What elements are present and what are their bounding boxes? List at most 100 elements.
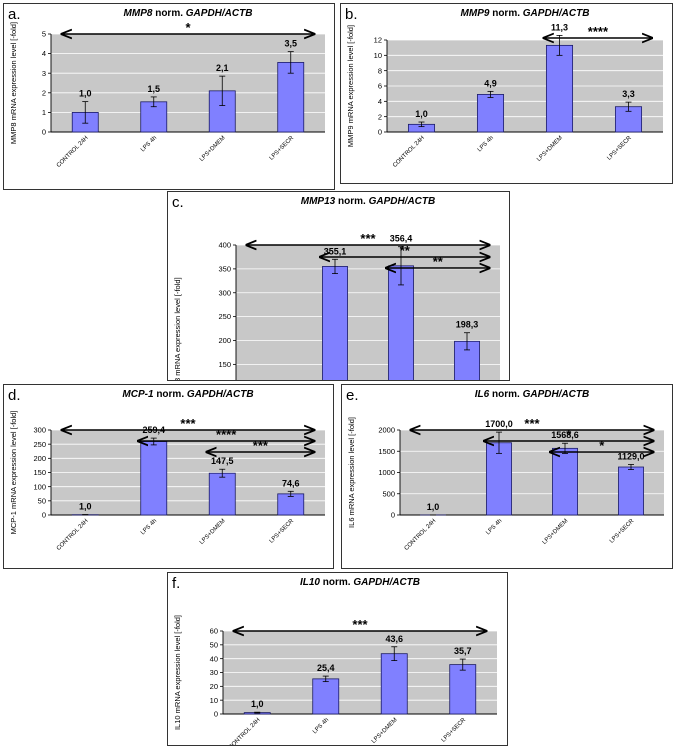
x-tick-label: LPS+DMEM (199, 135, 227, 163)
significance-label: **** (216, 427, 237, 442)
y-tick-label: 300 (33, 426, 46, 435)
chart-svg: b. MMP9 norm. GAPDH/ACTB 0 2 4 6 8 10 12 MMP9 mRN… (345, 6, 663, 169)
significance-label: ** (400, 243, 411, 258)
bar (277, 493, 305, 516)
data-label: 355,1 (324, 246, 347, 256)
significance-label: *** (253, 438, 269, 453)
significance-label: *** (352, 617, 368, 632)
chart-title: MCP-1 norm. GAPDH/ACTB (122, 389, 253, 400)
panel-label: a. (8, 6, 21, 23)
bar (140, 101, 168, 133)
x-tick-label: LPS+SECR (606, 135, 633, 162)
x-tick-label: LPS+SECR (609, 518, 636, 545)
x-tick-label: CONTROL 24H (56, 518, 90, 552)
x-tick-label: LPS+SECR (269, 135, 296, 162)
x-tick-label: LPS+DMEM (371, 717, 399, 745)
bar (208, 472, 236, 516)
panel-label: d. (8, 387, 21, 404)
bar (449, 664, 477, 715)
significance-label: *** (180, 416, 196, 431)
bar (486, 442, 512, 516)
bar (545, 44, 574, 133)
y-tick-label: 200 (218, 336, 231, 345)
y-tick-label: 5 (42, 30, 46, 39)
chart-svg: a. MMP8 norm. GAPDH/ACTB 0 1 2 3 4 5 MMP8 mRNA e… (8, 6, 325, 169)
y-tick-label: 2 (42, 88, 46, 97)
panel-label: e. (346, 387, 359, 404)
significance-label: ** (433, 254, 444, 269)
y-tick-label: 4 (42, 49, 46, 58)
y-tick-label: 0 (42, 511, 46, 520)
bar (618, 466, 644, 516)
y-axis-label: MMP8 mRNA expression level [-fold] (9, 22, 18, 144)
chart-svg: d. MCP-1 norm. GAPDH/ACTB 0 50 100 150 200 250 3… (8, 387, 325, 552)
x-tick-label: LPS+DMEM (542, 518, 570, 546)
data-label: 11,3 (551, 22, 568, 32)
panel-label: f. (172, 575, 180, 592)
data-label: 35,7 (454, 646, 472, 656)
data-label: 3,5 (284, 39, 297, 49)
y-tick-label: 2 (378, 112, 382, 121)
y-tick-label: 250 (218, 312, 231, 321)
bar (140, 441, 168, 516)
y-tick-label: 200 (33, 454, 46, 463)
data-label: 2,1 (216, 63, 229, 73)
data-label: 43,6 (385, 634, 403, 644)
y-tick-label: 12 (374, 36, 382, 45)
y-tick-label: 6 (378, 82, 382, 91)
x-tick-label: LPS 4h (485, 518, 503, 536)
y-tick-label: 1000 (378, 468, 395, 477)
x-tick-label: CONTROL 24H (228, 717, 262, 745)
x-tick-label: CONTROL 24H (56, 135, 90, 169)
data-label: 4,9 (484, 78, 497, 88)
bar (322, 266, 348, 380)
x-tick-label: LPS+SECR (441, 717, 468, 744)
significance-label: *** (524, 416, 540, 431)
data-label: 147,5 (211, 456, 234, 466)
y-axis-label: IL6 mRNA expression level [-fold] (347, 417, 356, 528)
y-tick-label: 500 (382, 489, 395, 498)
bar (277, 62, 305, 133)
significance-label: * (185, 20, 191, 35)
data-label: 1,0 (427, 502, 440, 512)
bar (380, 653, 408, 715)
data-label: 1,5 (147, 84, 160, 94)
data-label: 1129,0 (617, 451, 644, 461)
significance-label: *** (360, 231, 376, 246)
panel-label: b. (345, 6, 358, 23)
y-tick-label: 100 (33, 482, 46, 491)
data-label: 198,3 (456, 320, 479, 330)
significance-label: * (599, 438, 605, 453)
chart-svg: e. IL6 norm. GAPDH/ACTB 0 500 1000 1500 2000 IL… (346, 387, 664, 552)
chart-panel-f: f. IL10 norm. GAPDH/ACTB 0 10 20 30 40 50 60 IL10… (167, 572, 508, 746)
y-axis-label: MMP9 mRNA expression level [-fold] (346, 25, 355, 147)
y-tick-label: 2000 (378, 426, 395, 435)
y-tick-label: 250 (33, 440, 46, 449)
x-tick-label: LPS+DMEM (199, 518, 227, 546)
bar (552, 447, 578, 516)
y-tick-label: 0 (391, 511, 395, 520)
bar (476, 94, 505, 133)
x-tick-label: LPS+SECR (269, 518, 296, 545)
data-label: 3,3 (622, 89, 635, 99)
data-label: 1568,6 (551, 430, 579, 440)
y-tick-label: 50 (210, 640, 218, 649)
data-label: 74,6 (282, 478, 300, 488)
chart-panel-d: d. MCP-1 norm. GAPDH/ACTB 0 50 100 150 200 250 3… (3, 384, 334, 569)
data-label: 1,0 (79, 502, 92, 512)
data-label: 1,0 (251, 699, 264, 709)
data-label: 356,4 (390, 234, 413, 244)
y-axis-label: MMP13 mRNA expression level [-fold] (173, 277, 182, 380)
data-label: 25,4 (317, 663, 335, 673)
panel-label: c. (172, 194, 184, 211)
y-tick-label: 1 (42, 108, 46, 117)
y-tick-label: 350 (218, 264, 231, 273)
y-tick-label: 40 (210, 654, 218, 663)
y-tick-label: 400 (218, 241, 231, 250)
y-tick-label: 150 (218, 360, 231, 369)
significance-label: **** (588, 24, 609, 39)
data-label: 1700,0 (485, 419, 513, 429)
chart-title: MMP8 norm. GAPDH/ACTB (124, 8, 253, 19)
y-tick-label: 150 (33, 468, 46, 477)
y-tick-label: 60 (210, 627, 218, 636)
